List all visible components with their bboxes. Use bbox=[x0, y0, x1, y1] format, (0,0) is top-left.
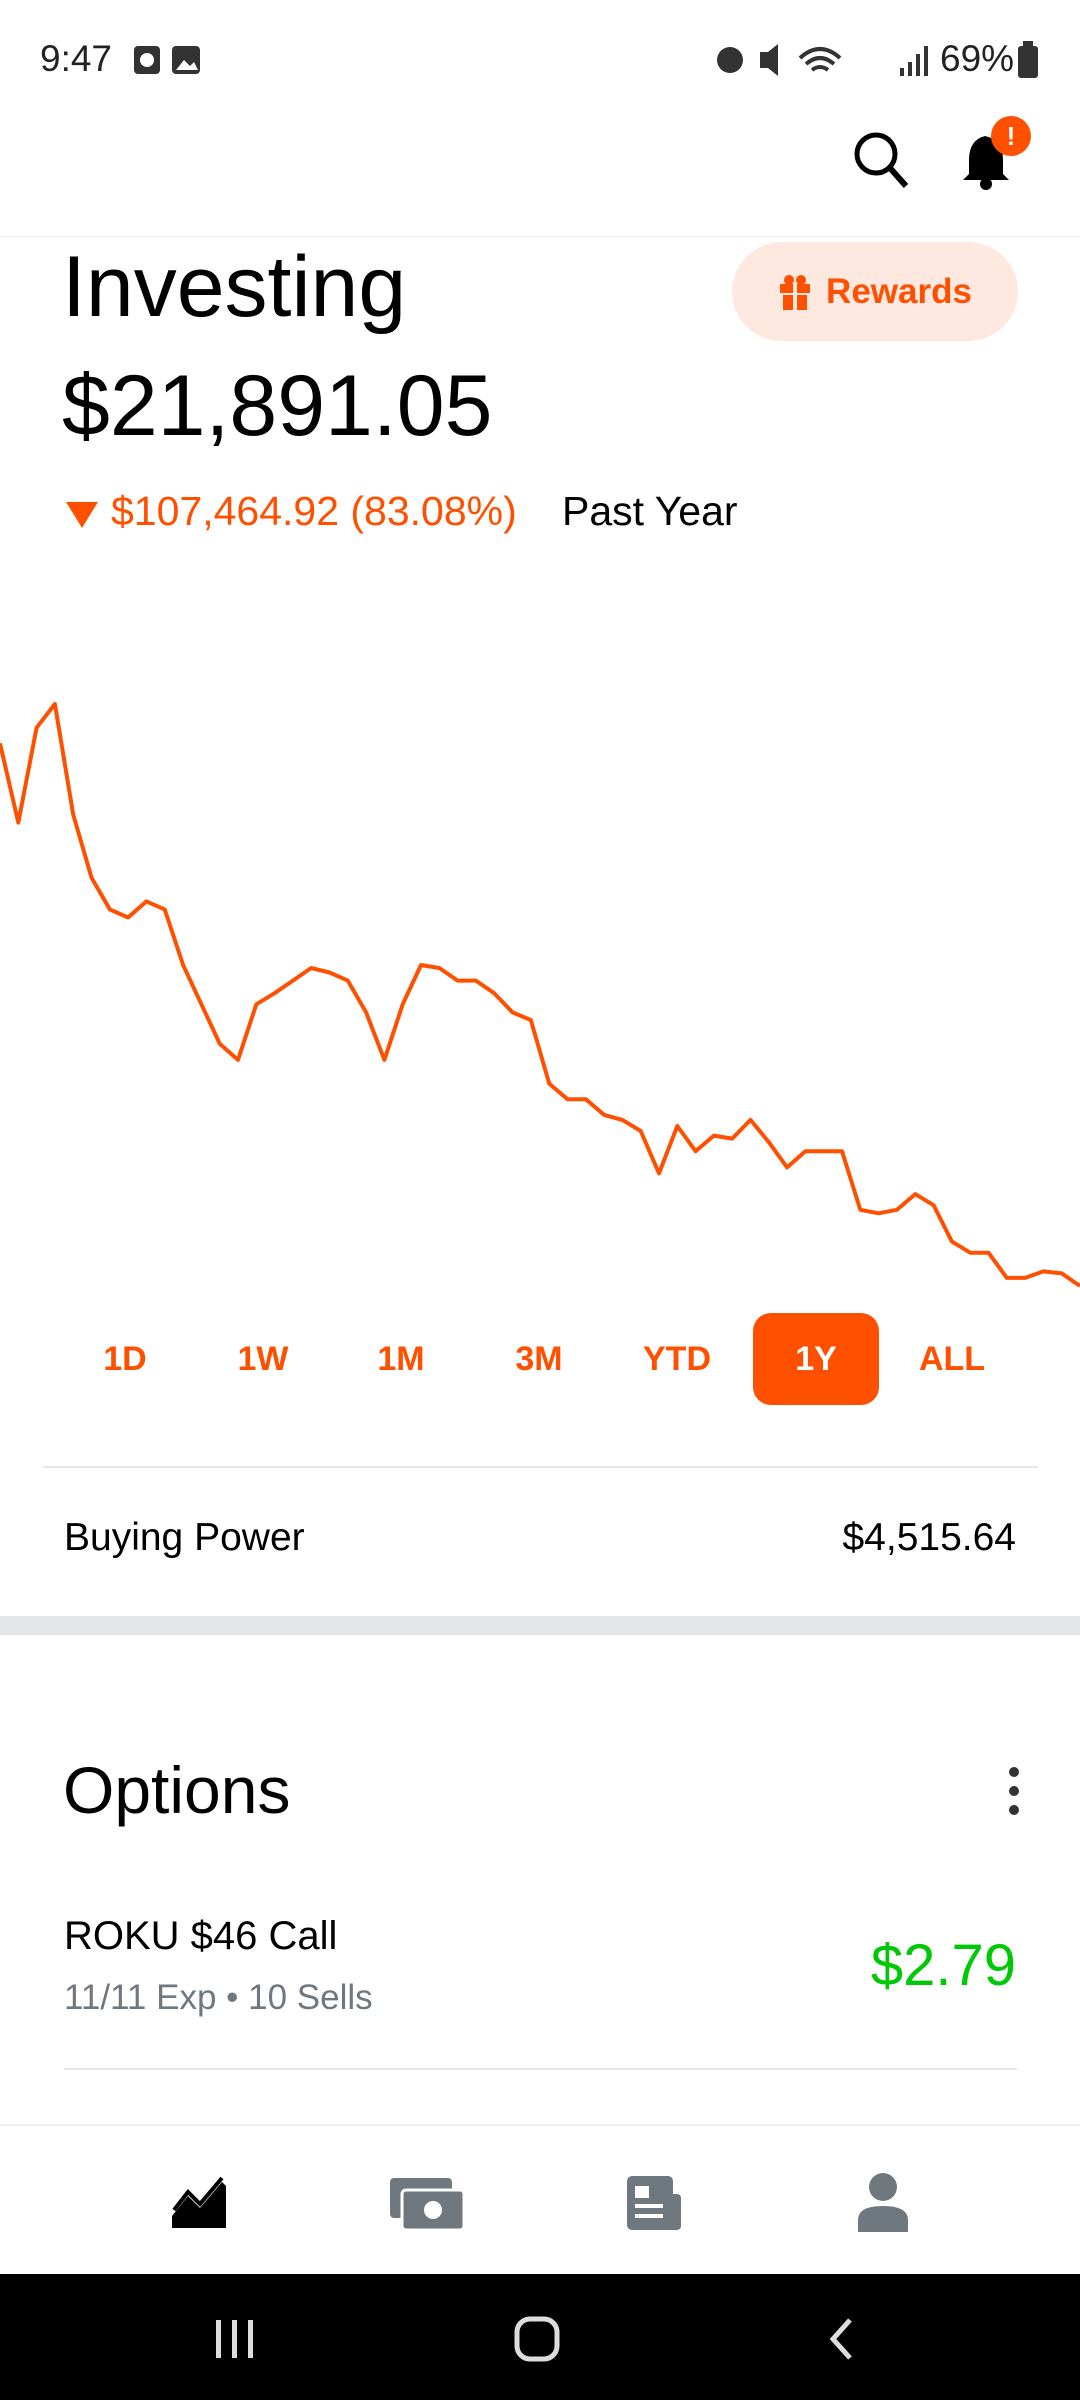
battery-icon bbox=[1018, 41, 1038, 78]
nav-account[interactable] bbox=[856, 2172, 910, 2232]
down-arrow bbox=[66, 502, 98, 528]
buying-power-label: Buying Power bbox=[64, 1516, 305, 1559]
change-period: Past Year bbox=[562, 488, 738, 534]
section-separator bbox=[0, 1616, 1080, 1635]
change-amount: $107,464.92 (83.08%) bbox=[111, 488, 517, 534]
gift-icon bbox=[780, 274, 811, 310]
notifications-button[interactable]: ! bbox=[955, 112, 1035, 192]
nav-news[interactable] bbox=[625, 2174, 683, 2232]
range-button[interactable]: 1Y bbox=[753, 1313, 879, 1405]
more-button[interactable] bbox=[1004, 1766, 1024, 1820]
system-nav-buttons[interactable] bbox=[205, 2314, 885, 2364]
range-button[interactable]: 3M bbox=[515, 1339, 563, 1378]
header-divider bbox=[0, 236, 1080, 237]
page-title: Investing bbox=[62, 239, 407, 335]
rewards-label: Rewards bbox=[826, 271, 972, 311]
status-time: 9:47 bbox=[40, 38, 113, 79]
option-price: $2.79 bbox=[870, 1933, 1016, 1998]
battery-level: 69% bbox=[940, 38, 1015, 79]
status-icons-left bbox=[134, 46, 200, 74]
system-nav-bar bbox=[0, 2274, 1080, 2400]
chart-line bbox=[0, 702, 1080, 1288]
search-button[interactable] bbox=[850, 128, 910, 192]
option-detail: 11/11 Exp • 10 Sells bbox=[64, 1978, 373, 2017]
status-icons-right bbox=[717, 44, 928, 76]
range-button[interactable]: 1M bbox=[377, 1339, 425, 1378]
divider bbox=[43, 1466, 1038, 1468]
nav-investing[interactable] bbox=[170, 2176, 228, 2230]
svg-text:!: ! bbox=[1007, 121, 1016, 151]
buying-power-value: $4,515.64 bbox=[842, 1516, 1016, 1559]
range-button[interactable]: YTD bbox=[643, 1339, 711, 1378]
nav-cash[interactable] bbox=[390, 2178, 466, 2232]
rewards-button[interactable]: Rewards bbox=[732, 242, 1018, 341]
divider bbox=[64, 2068, 1017, 2070]
range-button[interactable]: ALL bbox=[918, 1339, 986, 1378]
bottom-nav bbox=[0, 2124, 1080, 2276]
range-button[interactable]: 1D bbox=[103, 1339, 147, 1378]
section-title: Options bbox=[63, 1753, 291, 1827]
portfolio-chart bbox=[0, 702, 1080, 1288]
portfolio-value: $21,891.05 bbox=[62, 358, 493, 454]
range-button[interactable]: 1W bbox=[237, 1339, 289, 1378]
option-name[interactable]: ROKU $46 Call bbox=[64, 1914, 338, 1958]
